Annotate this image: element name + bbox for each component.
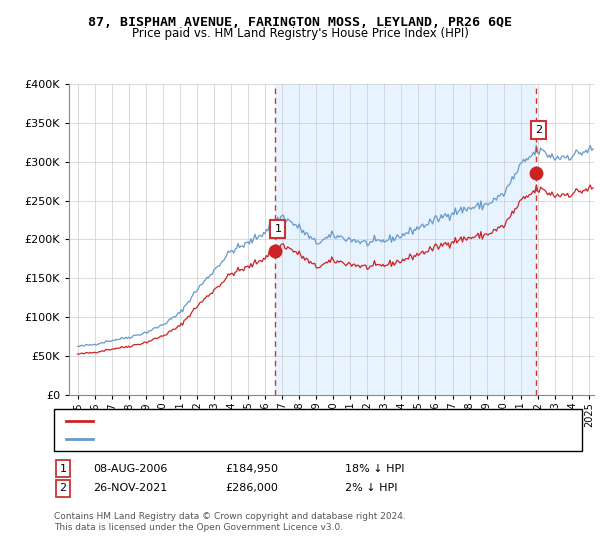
Text: 26-NOV-2021: 26-NOV-2021: [93, 483, 167, 493]
Text: 1: 1: [274, 225, 281, 234]
Text: HPI: Average price, detached house, South Ribble: HPI: Average price, detached house, Sout…: [99, 434, 347, 444]
Text: 08-AUG-2006: 08-AUG-2006: [93, 464, 167, 474]
Text: £286,000: £286,000: [225, 483, 278, 493]
Text: 2: 2: [535, 125, 542, 135]
Text: 87, BISPHAM AVENUE, FARINGTON MOSS, LEYLAND, PR26 6QE: 87, BISPHAM AVENUE, FARINGTON MOSS, LEYL…: [88, 16, 512, 29]
Text: Contains HM Land Registry data © Crown copyright and database right 2024.
This d: Contains HM Land Registry data © Crown c…: [54, 512, 406, 532]
Bar: [275, 84, 536, 395]
Text: 18% ↓ HPI: 18% ↓ HPI: [345, 464, 404, 474]
Text: 2: 2: [59, 483, 67, 493]
Text: 1: 1: [59, 464, 67, 474]
Text: 2% ↓ HPI: 2% ↓ HPI: [345, 483, 398, 493]
Text: £184,950: £184,950: [225, 464, 278, 474]
Text: Price paid vs. HM Land Registry's House Price Index (HPI): Price paid vs. HM Land Registry's House …: [131, 27, 469, 40]
Text: 87, BISPHAM AVENUE, FARINGTON MOSS, LEYLAND, PR26 6QE (detached house): 87, BISPHAM AVENUE, FARINGTON MOSS, LEYL…: [99, 416, 500, 426]
